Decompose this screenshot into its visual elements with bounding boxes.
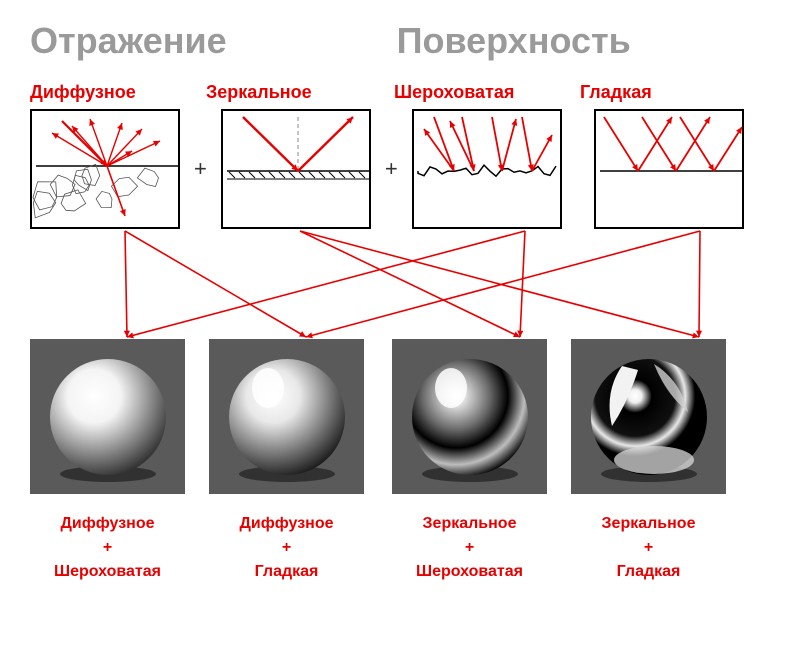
bottom-label-0: Диффузное + Шероховатая xyxy=(30,512,185,584)
label-specular: Зеркальное xyxy=(206,82,366,103)
heading-surface: Поверхность xyxy=(397,20,631,62)
spheres-left-group xyxy=(30,339,364,494)
bl0-line1: Диффузное xyxy=(61,515,155,532)
spheres-right-group xyxy=(392,339,726,494)
bl3-line2: Гладкая xyxy=(617,563,681,580)
sub-labels-left-group: Диффузное Зеркальное xyxy=(30,82,366,103)
bl2-line1: Зеркальное xyxy=(423,515,517,532)
bottom-label-3: Зеркальное + Гладкая xyxy=(571,512,726,584)
bottom-label-1: Диффузное + Гладкая xyxy=(209,512,364,584)
bl1-plus: + xyxy=(282,539,291,556)
bottom-labels-row: Диффузное + Шероховатая Диффузное + Глад… xyxy=(30,512,776,584)
sphere-diffuse-rough xyxy=(30,339,185,494)
connector-arrows xyxy=(30,229,790,339)
spheres-row xyxy=(30,339,776,494)
bl1-line2: Гладкая xyxy=(255,563,319,580)
sphere-specular-smooth xyxy=(571,339,726,494)
bl2-plus: + xyxy=(465,539,474,556)
plus-2: + xyxy=(379,156,404,182)
sub-labels-right-group: Шероховатая Гладкая xyxy=(394,82,700,103)
diagram-specular xyxy=(221,109,371,229)
bl3-line1: Зеркальное xyxy=(602,515,696,532)
sub-labels-row: Диффузное Зеркальное Шероховатая Гладкая xyxy=(30,82,776,103)
bottom-labels-right-group: Зеркальное + Шероховатая Зеркальное + Гл… xyxy=(392,512,726,584)
label-diffuse: Диффузное xyxy=(30,82,180,103)
diagram-boxes-row: + + xyxy=(30,109,776,229)
sphere-diffuse-smooth xyxy=(209,339,364,494)
label-smooth: Гладкая xyxy=(580,82,700,103)
diagram-rough xyxy=(412,109,562,229)
bottom-label-2: Зеркальное + Шероховатая xyxy=(392,512,547,584)
bl0-plus: + xyxy=(103,539,112,556)
plus-1: + xyxy=(188,156,213,182)
bl1-line1: Диффузное xyxy=(240,515,334,532)
bl2-line2: Шероховатая xyxy=(416,563,523,580)
sphere-specular-rough xyxy=(392,339,547,494)
diagram-diffuse xyxy=(30,109,180,229)
bl0-line2: Шероховатая xyxy=(54,563,161,580)
bl3-plus: + xyxy=(644,539,653,556)
heading-reflection: Отражение xyxy=(30,20,227,62)
bottom-labels-left-group: Диффузное + Шероховатая Диффузное + Глад… xyxy=(30,512,364,584)
main-headings-row: Отражение Поверхность xyxy=(30,20,776,62)
diagram-smooth xyxy=(594,109,744,229)
label-rough: Шероховатая xyxy=(394,82,554,103)
